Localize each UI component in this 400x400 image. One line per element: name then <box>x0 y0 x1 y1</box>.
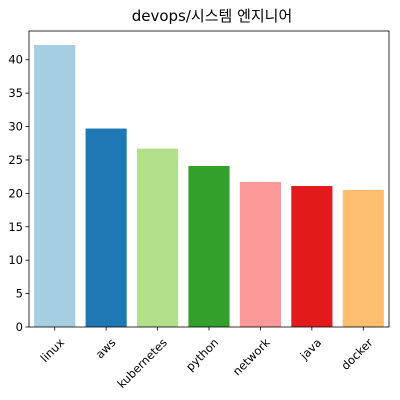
y-tick-label: 20 <box>8 186 23 200</box>
y-tick-label: 35 <box>8 86 23 100</box>
chart-title: devops/시스템 엔지니어 <box>132 7 293 25</box>
y-tick-label: 15 <box>8 220 23 234</box>
bar-network <box>239 182 281 327</box>
y-tick-label: 30 <box>8 120 23 134</box>
axes-frame <box>28 30 390 328</box>
y-axis-ticks: 0 5 10 15 20 25 30 35 40 <box>8 53 29 334</box>
bar-linux <box>34 45 76 327</box>
y-tick-label: 5 <box>16 287 23 301</box>
y-tick-label: 0 <box>16 320 23 334</box>
bar-python <box>188 165 230 327</box>
y-tick-label: 40 <box>8 53 23 67</box>
plot-frame <box>28 30 390 328</box>
bar-java <box>291 186 333 327</box>
bar-docker <box>342 190 384 327</box>
bar-aws <box>85 128 127 327</box>
y-tick-label: 25 <box>8 153 23 167</box>
y-tick-label: 10 <box>8 253 23 267</box>
bar-kubernetes <box>137 148 179 327</box>
bars-group <box>34 45 384 327</box>
